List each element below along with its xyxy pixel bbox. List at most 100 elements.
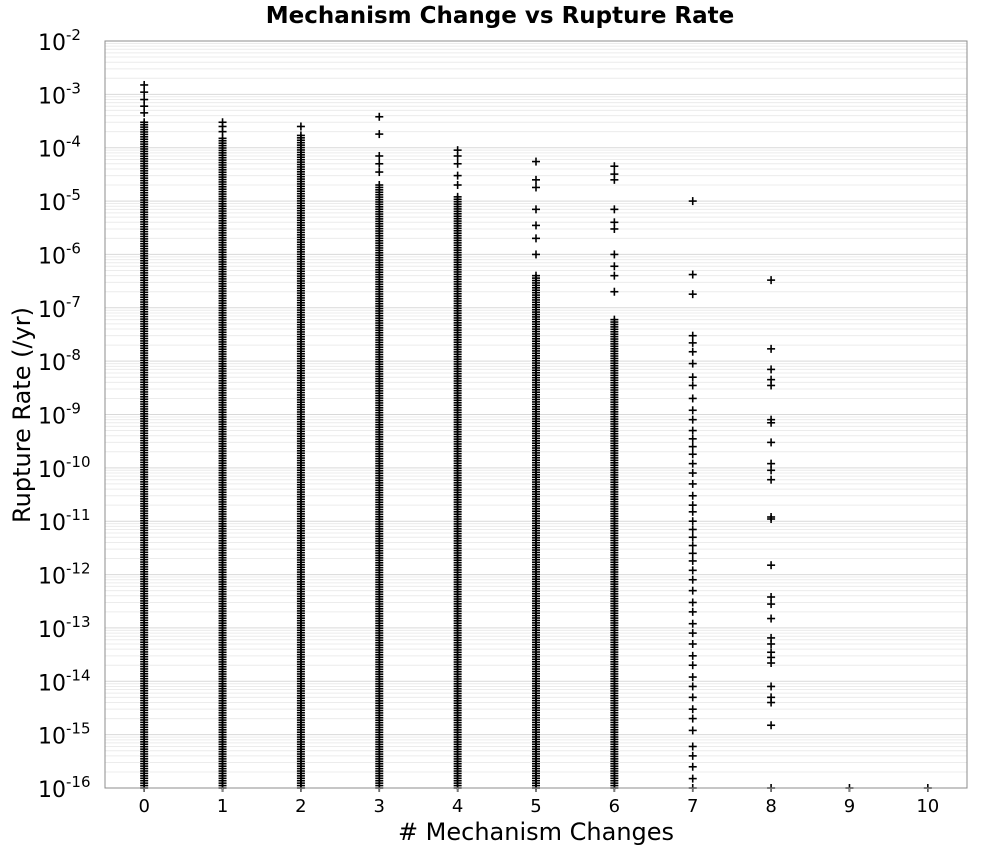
data-point [767, 592, 776, 601]
data-point [296, 122, 305, 131]
data-point [767, 614, 776, 623]
data-point [610, 224, 619, 233]
data-point [375, 151, 384, 160]
data-point [688, 525, 697, 534]
y-tick-label: 10-14 [38, 666, 91, 696]
data-point [532, 205, 540, 214]
data-point [688, 270, 697, 279]
data-point [688, 507, 697, 516]
data-point [688, 406, 697, 415]
y-tick-label: 10-8 [38, 346, 81, 376]
data-point [688, 533, 697, 542]
data-point [688, 549, 697, 558]
data-point [688, 661, 697, 670]
x-tick-label: 0 [138, 796, 149, 817]
data-point [610, 205, 619, 214]
y-tick-label: 10-16 [38, 773, 91, 803]
data-point [453, 151, 462, 160]
data-point [767, 698, 776, 707]
data-point [767, 475, 776, 484]
data-point [218, 127, 227, 136]
data-point [688, 751, 697, 760]
data-point [610, 287, 619, 296]
data-point [688, 566, 697, 575]
data-point [610, 262, 619, 271]
x-tick-label: 2 [295, 796, 306, 817]
data-point [453, 192, 462, 201]
data-point [453, 159, 462, 168]
data-point [375, 159, 384, 168]
x-axis-ticks: 0 1 2 3 4 5 6 7 8 9 10 [138, 788, 939, 817]
data-point [688, 459, 697, 468]
data-point [767, 682, 776, 691]
data-point [688, 469, 697, 478]
data-point [688, 394, 697, 403]
data-point [688, 742, 697, 751]
data-point [688, 762, 697, 771]
data-point [688, 347, 697, 356]
data-point [140, 108, 149, 117]
data-point [688, 517, 697, 526]
data-point [688, 726, 697, 735]
data-point [767, 561, 776, 570]
data-point [767, 418, 776, 427]
data-point [767, 466, 776, 475]
y-tick-label: 10-4 [38, 133, 81, 163]
data-point [532, 157, 540, 166]
data-point [767, 721, 776, 730]
x-tick-label: 7 [687, 796, 698, 817]
data-point [610, 271, 619, 280]
data-point [688, 450, 697, 459]
data-point [767, 515, 776, 524]
data-point [688, 491, 697, 500]
data-point [375, 168, 384, 177]
data-point [375, 130, 384, 139]
y-tick-label: 10-13 [38, 613, 91, 643]
data-point [688, 338, 697, 347]
data-point [767, 600, 776, 609]
y-axis-label: Rupture Rate (/yr) [8, 307, 36, 523]
data-point [610, 315, 619, 324]
y-tick-label: 10-6 [38, 239, 81, 269]
data-point [532, 271, 540, 280]
y-tick-label: 10-9 [38, 400, 81, 430]
data-point [532, 221, 540, 230]
y-tick-label: 10-7 [38, 293, 81, 323]
y-tick-label: 10-10 [38, 453, 91, 483]
data-point [375, 181, 384, 190]
x-tick-label: 10 [916, 796, 939, 817]
data-point [688, 607, 697, 616]
x-tick-label: 8 [765, 796, 776, 817]
data-point [688, 541, 697, 550]
data-point [688, 426, 697, 435]
x-tick-label: 3 [374, 796, 385, 817]
data-point [140, 88, 149, 97]
data-point [688, 197, 697, 206]
y-tick-label: 10-5 [38, 186, 81, 216]
data-point [688, 673, 697, 682]
data-point [532, 183, 540, 192]
data-point [688, 682, 697, 691]
data-point [767, 659, 776, 668]
data-point [688, 556, 697, 565]
data-point [767, 381, 776, 390]
x-tick-label: 6 [609, 796, 620, 817]
data-point [688, 629, 697, 638]
data-point [688, 373, 697, 382]
y-axis-ticks: 10-2 10-3 10-4 10-5 10-6 10-7 10-8 10-9 10-10 10-… [38, 26, 91, 803]
data-point [688, 381, 697, 390]
y-tick-label: 10-15 [38, 720, 91, 750]
data-point [453, 181, 462, 190]
data-point [688, 705, 697, 714]
x-axis-label: # Mechanism Changes [398, 818, 674, 846]
data-point [296, 131, 305, 140]
data-point [767, 365, 776, 374]
data-point [140, 118, 149, 127]
data-point [767, 438, 776, 447]
data-point [688, 479, 697, 488]
data-point [767, 639, 776, 648]
x-tick-label: 5 [530, 796, 541, 817]
data-point [688, 714, 697, 723]
data-point [610, 250, 619, 259]
